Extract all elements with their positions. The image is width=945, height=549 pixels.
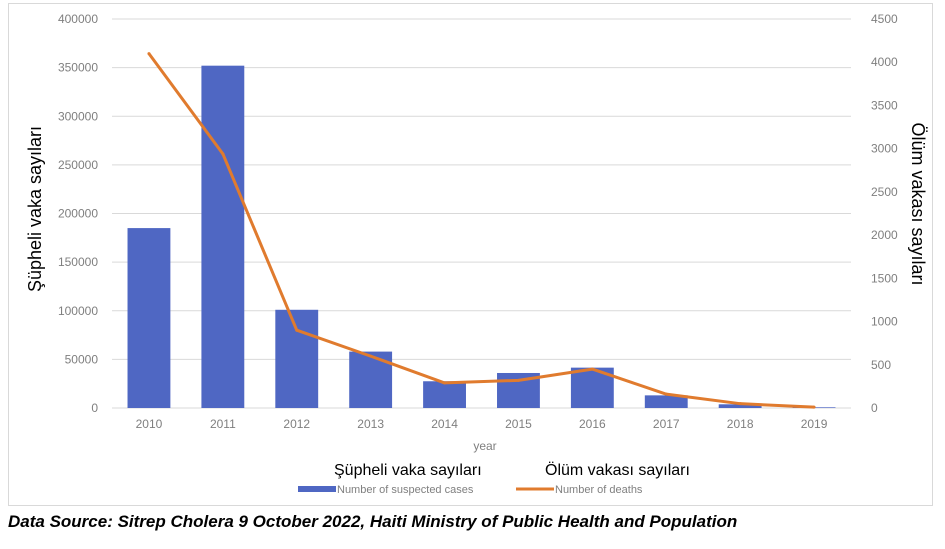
legend-item-deaths[interactable]: Ölüm vakası sayıları Number of deaths xyxy=(516,461,690,496)
bar-series xyxy=(127,65,836,409)
x-tick-label: 2016 xyxy=(579,417,606,431)
x-tick-label: 2013 xyxy=(357,417,384,431)
legend-item-cases[interactable]: Şüpheli vaka sayıları Number of suspecte… xyxy=(298,462,482,496)
deaths-point-2012 xyxy=(295,328,299,332)
deaths-point-2019 xyxy=(812,405,816,409)
x-tick-label: 2018 xyxy=(727,417,754,431)
bar-2018 xyxy=(718,404,762,408)
x-tick-label: 2015 xyxy=(505,417,532,431)
legend-label-deaths: Number of deaths xyxy=(555,484,643,496)
bar-2014 xyxy=(423,381,466,408)
deaths-point-2015 xyxy=(516,378,520,382)
left-tick-label: 150000 xyxy=(58,255,98,269)
left-tick-label: 350000 xyxy=(58,61,98,75)
deaths-point-2014 xyxy=(443,381,447,385)
deaths-line xyxy=(147,52,815,409)
x-tick-label: 2012 xyxy=(283,417,310,431)
legend-swatch-cases xyxy=(298,486,336,492)
deaths-point-2010 xyxy=(147,52,151,56)
deaths-point-2011 xyxy=(221,152,225,156)
deaths-point-2016 xyxy=(590,367,594,371)
right-tick-label: 4500 xyxy=(871,12,898,26)
right-tick-label: 2500 xyxy=(871,185,898,199)
right-tick-label: 500 xyxy=(871,358,891,372)
left-tick-label: 300000 xyxy=(58,109,98,123)
right-tick-label: 4000 xyxy=(871,55,898,69)
legend-title-deaths: Ölüm vakası sayıları xyxy=(545,461,690,479)
left-tick-label: 0 xyxy=(91,401,98,415)
left-axis-ticks: 0 50000 100000 150000 200000 250000 300000 3500… xyxy=(58,12,98,415)
left-tick-label: 200000 xyxy=(58,207,98,221)
right-tick-label: 1000 xyxy=(871,315,898,329)
right-tick-label: 3000 xyxy=(871,142,898,156)
data-source-caption: Data Source: Sitrep Cholera 9 October 20… xyxy=(8,512,738,531)
x-tick-label: 2010 xyxy=(136,417,163,431)
right-tick-label: 1500 xyxy=(871,271,898,285)
x-axis-title: year xyxy=(473,439,496,453)
deaths-point-2018 xyxy=(738,402,742,406)
x-tick-label: 2014 xyxy=(431,417,458,431)
deaths-point-2013 xyxy=(369,354,373,358)
bar-2012 xyxy=(275,309,319,408)
combo-chart: 0 50000 100000 150000 200000 250000 300000 3500… xyxy=(25,12,928,496)
bar-2017 xyxy=(644,395,688,408)
left-tick-label: 400000 xyxy=(58,12,98,26)
right-tick-label: 2000 xyxy=(871,228,898,242)
left-tick-label: 50000 xyxy=(65,352,99,366)
line-series xyxy=(147,52,816,409)
legend-title-cases: Şüpheli vaka sayıları xyxy=(334,462,482,479)
x-axis-ticks: 2010 2011 2012 2013 2014 2015 2016 2017 2018 2019 xyxy=(136,417,828,431)
right-tick-label: 0 xyxy=(871,401,878,415)
left-tick-label: 100000 xyxy=(58,304,98,318)
right-axis-title: Ölüm vakası sayıları xyxy=(908,122,928,285)
bar-2011 xyxy=(201,65,245,409)
x-tick-label: 2019 xyxy=(801,417,828,431)
chart-frame: 0 50000 100000 150000 200000 250000 300000 3500… xyxy=(8,3,933,506)
right-axis-ticks: 0 500 1000 1500 2000 2500 3000 3500 4000 4500 xyxy=(871,12,898,415)
bar-2010 xyxy=(127,228,171,408)
legend: Şüpheli vaka sayıları Number of suspecte… xyxy=(298,461,690,496)
left-tick-label: 250000 xyxy=(58,158,98,172)
left-axis-title: Şüpheli vaka sayıları xyxy=(25,126,45,292)
x-tick-label: 2011 xyxy=(210,417,236,431)
legend-label-cases: Number of suspected cases xyxy=(337,484,474,496)
right-tick-label: 3500 xyxy=(871,98,898,112)
x-tick-label: 2017 xyxy=(653,417,680,431)
deaths-point-2017 xyxy=(664,392,668,396)
